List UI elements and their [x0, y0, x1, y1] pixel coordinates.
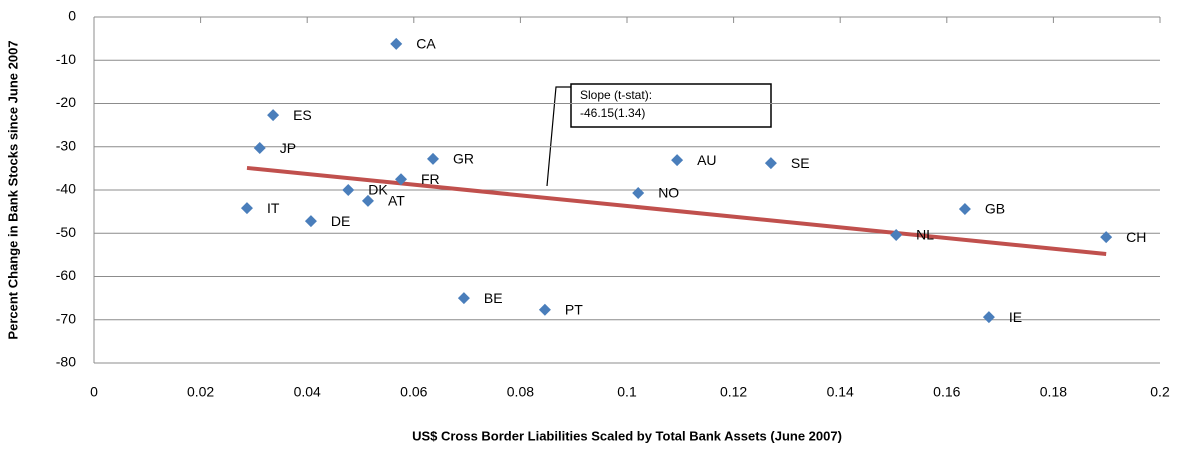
x-tick-label: 0.04	[294, 384, 321, 400]
y-tick-label: -70	[56, 310, 76, 326]
point-label: ES	[293, 107, 312, 123]
point	[304, 215, 317, 228]
x-axis-title: US$ Cross Border Liabilities Scaled by T…	[412, 428, 842, 443]
point-label: AT	[388, 193, 405, 209]
point-label: IE	[1009, 309, 1022, 325]
point	[457, 292, 470, 305]
point-label: BE	[484, 290, 503, 306]
point-label: DK	[368, 182, 388, 198]
y-tick-label: -40	[56, 181, 76, 197]
point	[958, 203, 971, 216]
point-label: IT	[267, 200, 280, 216]
point	[267, 109, 280, 122]
point	[390, 37, 403, 50]
x-tick-label: 0.08	[507, 384, 534, 400]
point	[890, 228, 903, 241]
x-tick-label: 0	[90, 384, 98, 400]
point	[538, 303, 551, 316]
y-tick-label: -50	[56, 224, 76, 240]
x-tick-label: 0.2	[1150, 384, 1170, 400]
annotation-box	[570, 83, 772, 128]
point	[361, 194, 374, 207]
x-tick-label: 0.12	[720, 384, 747, 400]
y-tick-label: 0	[68, 8, 76, 24]
point	[982, 311, 995, 324]
point-label: GB	[985, 201, 1005, 217]
point	[671, 154, 684, 167]
point-label: CA	[416, 36, 436, 52]
x-tick-label: 0.06	[400, 384, 427, 400]
point	[632, 187, 645, 200]
annotation-text: Slope (t-stat):	[580, 88, 652, 102]
x-tick-label: 0.14	[827, 384, 854, 400]
point-label: GR	[453, 151, 474, 167]
annotation-callout	[546, 86, 571, 187]
annotation-text: -46.15(1.34)	[580, 106, 645, 120]
point-label: NO	[658, 185, 679, 201]
point-label: PT	[565, 302, 583, 318]
point	[395, 173, 408, 186]
point-label: AU	[697, 152, 716, 168]
y-tick-label: -10	[56, 51, 76, 67]
point-label: DE	[331, 213, 350, 229]
y-tick-label: -80	[56, 354, 76, 370]
point	[253, 142, 266, 155]
x-tick-label: 0.1	[617, 384, 637, 400]
trend-line	[246, 165, 1107, 257]
point	[1100, 231, 1113, 244]
point	[426, 152, 439, 165]
y-tick-label: -20	[56, 94, 76, 110]
x-tick-label: 0.18	[1040, 384, 1067, 400]
point	[342, 184, 355, 196]
point-label: FR	[421, 171, 440, 187]
x-tick-label: 0.16	[933, 384, 960, 400]
point-label: SE	[791, 155, 810, 171]
point	[764, 157, 777, 170]
y-tick-label: -60	[56, 267, 76, 283]
y-tick-label: -30	[56, 137, 76, 153]
point-label: JP	[280, 140, 296, 156]
x-tick-label: 0.02	[187, 384, 214, 400]
point-label: NL	[916, 227, 934, 243]
point-label: CH	[1126, 229, 1146, 245]
y-axis-title: Percent Change in Bank Stocks since June…	[5, 40, 20, 339]
point	[240, 202, 253, 215]
